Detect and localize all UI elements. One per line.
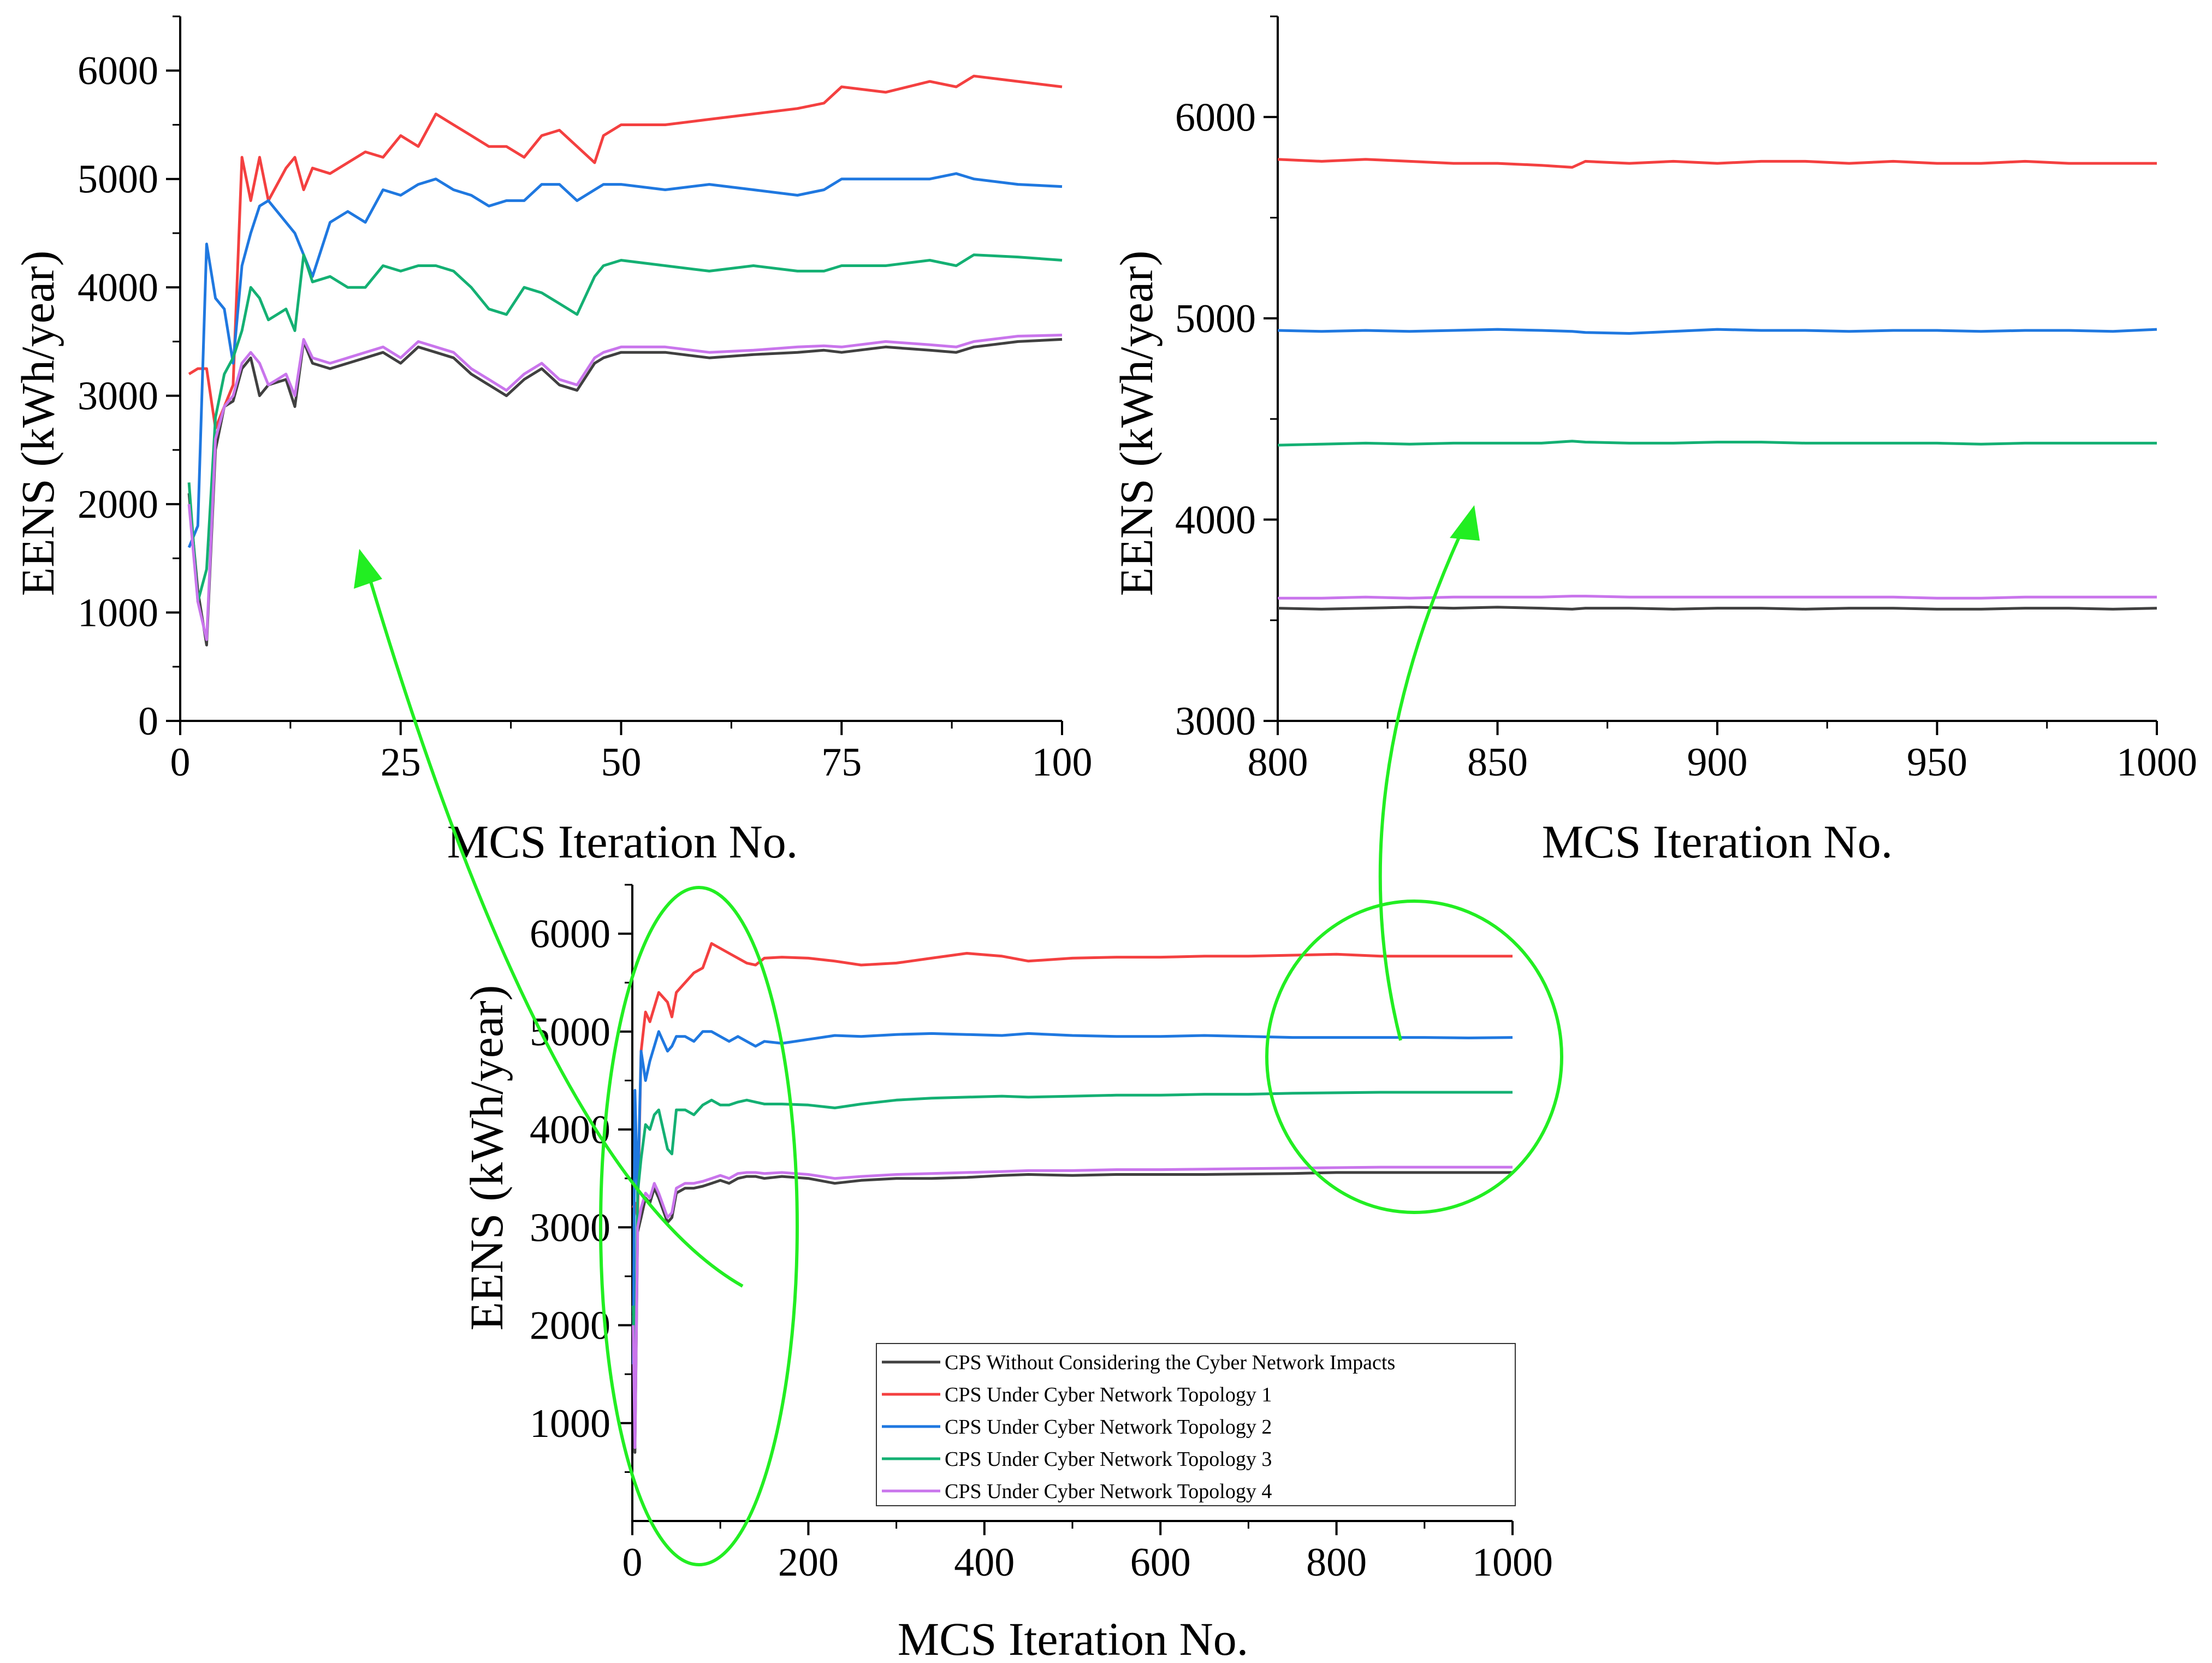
zoom-early-x-axis-title: MCS Iteration No. [447,815,798,868]
zoom-early-x-tick-label: 25 [381,740,421,785]
zoom-late-series-line-topology-1 [1277,158,2157,169]
zoom-early-y-tick-label: 5000 [78,157,158,202]
legend: CPS Without Considering the Cyber Networ… [876,1343,1516,1506]
main-y-tick-label: 2000 [530,1304,610,1348]
zoom-late-axes: 800 850 900 950 1000 3000 4000 5000 6000 [1175,15,2197,785]
zoom-early-series-line-topology-2 [187,172,1063,548]
zoom-early-y-tick-label: 1000 [78,591,158,636]
main-series [632,942,1513,1454]
main-y-tick-label: 6000 [530,912,610,957]
legend-label-s4: CPS Under Cyber Network Topology 4 [945,1480,1272,1503]
annotations [354,505,1563,1566]
legend-label-s3: CPS Under Cyber Network Topology 3 [945,1448,1272,1471]
highlight-ellipse-early [599,886,799,1566]
main-y-tick-label: 1000 [530,1401,610,1446]
main-chart: 0 200 400 600 800 1000 1000 2000 3000 4000 5000 600… [460,884,1553,1663]
zoom-late-series-line-topology-4 [1278,595,2157,600]
main-series-line-topology-2 [632,1030,1513,1365]
arrow-head-late-icon [1450,505,1480,541]
zoom-early-y-tick-label: 6000 [78,49,158,93]
main-x-axis-title: MCS Iteration No. [898,1613,1249,1663]
zoom-early-series-line-topology-3 [187,253,1063,603]
zoom-late-y-tick-label: 4000 [1175,498,1256,542]
zoom-late-x-tick-label: 800 [1248,740,1308,785]
zoom-early-x-tick-label: 0 [170,740,191,785]
main-series-line-topology-3 [632,1091,1513,1386]
zoom-late-x-tick-label: 1000 [2116,740,2197,785]
zoom-early-series [187,74,1063,647]
zoom-early-x-tick-label: 100 [1032,740,1093,785]
legend-label-s0: CPS Without Considering the Cyber Networ… [945,1351,1395,1374]
zoom-late-x-tick-label: 850 [1467,740,1528,785]
legend-label-s1: CPS Under Cyber Network Topology 1 [945,1383,1272,1406]
arrow-head-early-icon [354,549,382,589]
legend-label-s2: CPS Under Cyber Network Topology 2 [945,1416,1272,1439]
main-x-tick-label: 600 [1130,1540,1191,1585]
zoom-late-x-tick-label: 900 [1687,740,1748,785]
zoom-late-y-tick-label: 5000 [1175,297,1256,341]
zoom-early-y-tick-label: 3000 [78,374,158,419]
zoom-early-x-tick-label: 75 [821,740,862,785]
main-y-tick-label: 3000 [530,1205,610,1250]
main-x-tick-label: 400 [954,1540,1015,1585]
zoom-late-chart: 800 850 900 950 1000 3000 4000 5000 6000 MCS Ite… [1110,15,2197,868]
zoom-late-y-tick-label: 3000 [1175,699,1256,744]
main-x-tick-label: 200 [778,1540,839,1585]
main-axes: 0 200 400 600 800 1000 1000 2000 3000 4000 5000 600… [530,884,1553,1585]
main-series-line-base [632,1171,1513,1454]
zoom-late-series-line-topology-3 [1277,440,2157,447]
main-y-tick-label: 4000 [530,1108,610,1152]
zoom-late-y-axis-title: EENS (kWh/year) [1110,251,1163,596]
main-y-axis-title: EENS (kWh/year) [460,985,513,1331]
zoom-late-x-axis-title: MCS Iteration No. [1542,815,1893,868]
arrow-to-early-panel [364,565,744,1288]
highlight-ellipse-late [1265,899,1563,1214]
zoom-late-y-tick-label: 6000 [1175,95,1256,140]
zoom-early-x-tick-label: 50 [601,740,642,785]
main-y-tick-label: 5000 [530,1010,610,1055]
zoom-early-y-axis-title: EENS (kWh/year) [11,251,64,596]
zoom-early-y-tick-label: 4000 [78,265,158,310]
main-x-tick-label: 0 [622,1540,643,1585]
zoom-late-x-tick-label: 950 [1907,740,1967,785]
main-x-tick-label: 800 [1306,1540,1367,1585]
zoom-early-series-line-topology-4 [187,334,1063,641]
legend-box [876,1343,1516,1506]
zoom-late-series-line-topology-2 [1277,328,2157,335]
zoom-early-series-line-topology-1 [188,74,1063,430]
main-x-tick-label: 1000 [1472,1540,1553,1585]
zoom-early-y-tick-label: 0 [138,699,158,744]
main-series-line-topology-1 [632,942,1513,1219]
arrow-to-late-panel [1378,515,1470,1041]
main-series-line-topology-4 [632,1165,1513,1449]
zoom-early-y-tick-label: 2000 [78,482,158,527]
zoom-early-series-line-base [187,338,1063,647]
